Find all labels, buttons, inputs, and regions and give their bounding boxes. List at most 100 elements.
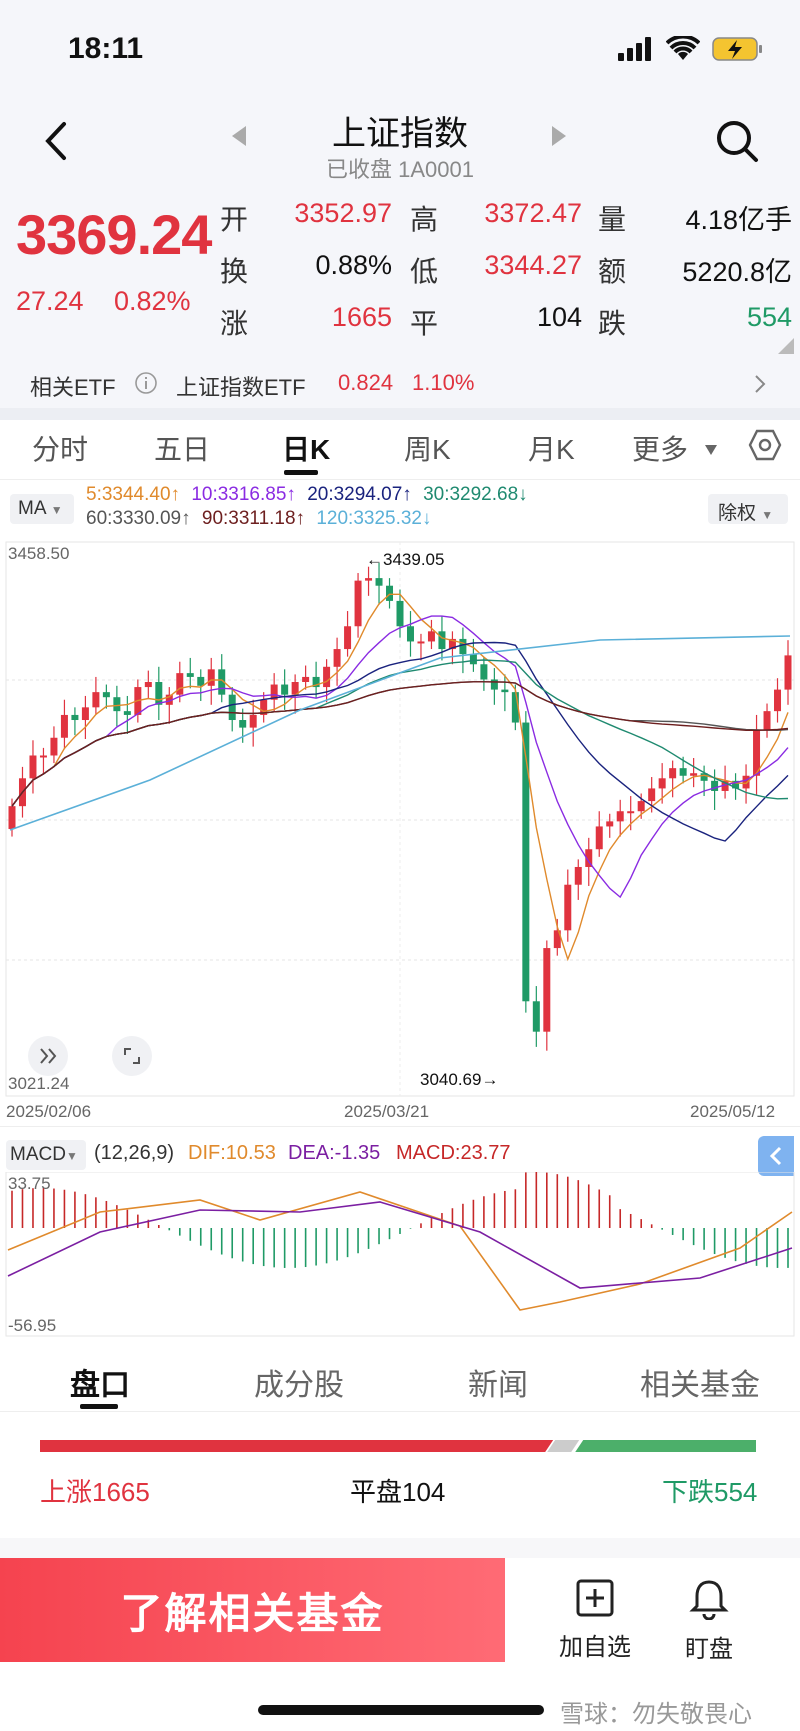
collapse-panel-button[interactable] — [758, 1136, 794, 1176]
back-icon[interactable] — [36, 116, 76, 166]
ma-selector[interactable]: MA ▼ — [10, 494, 74, 524]
date-start: 2025/02/06 — [6, 1102, 92, 1121]
high-value: 3372.47 — [484, 198, 582, 228]
chart-settings-icon[interactable] — [748, 428, 782, 462]
macd-dif: DIF:10.53 — [188, 1142, 276, 1164]
candle-body — [564, 884, 572, 931]
add-watchlist-button[interactable]: 加自选 — [550, 1578, 640, 1662]
candle-body — [239, 720, 247, 728]
status-bar: 18:11 — [0, 0, 800, 100]
candle-body — [427, 631, 435, 642]
tab-weekly-k[interactable]: 周K — [404, 434, 451, 465]
related-etf-row[interactable]: 相关ETF 上证指数ETF 0.824 1.10% — [0, 358, 800, 408]
macd-selector-label: MACD — [10, 1144, 66, 1165]
learn-funds-button[interactable]: 了解相关基金 — [0, 1558, 505, 1662]
tab-order-book[interactable]: 盘口 — [70, 1369, 130, 1402]
volume-label: 量 — [598, 204, 627, 235]
adjust-selector[interactable]: 除权 ▼ — [708, 494, 788, 524]
ma90-value: 90:3311.18↑ — [201, 508, 306, 529]
tab-constituents[interactable]: 成分股 — [254, 1369, 344, 1402]
tab-intraday[interactable]: 分时 — [32, 434, 89, 465]
double-chevron-right-icon — [40, 1048, 57, 1064]
signal-icon — [618, 37, 651, 61]
price-change-pct: 0.82% — [114, 286, 191, 316]
macd-lines — [7, 1191, 793, 1311]
market-breadth: 上涨1665 平盘104 下跌554 — [0, 1412, 800, 1532]
detail-tabs: 盘口 成分股 新闻 相关基金 — [0, 1348, 800, 1412]
corner-fold-icon — [778, 338, 794, 354]
period-tabs: 分时 五日 日K 周K 月K 更多 — [0, 420, 800, 480]
tab-daily-k[interactable]: 日K — [282, 434, 331, 465]
open-label: 开 — [220, 204, 249, 235]
low-label: 低 — [410, 256, 439, 287]
caret-down-icon[interactable] — [704, 444, 718, 456]
candle-body — [553, 930, 561, 949]
action-bar: 了解相关基金 加自选 盯盘 雪球：勿失敬畏心 — [0, 1558, 800, 1731]
amount-value: 5220.8亿 — [682, 257, 792, 287]
ma-row-1: 5:3344.40↑ 10:3316.85↑ 20:3294.07↑ 30:32… — [86, 484, 534, 506]
dea-line — [7, 1201, 793, 1289]
battery-charging-icon — [712, 37, 762, 61]
candle-body — [333, 649, 341, 667]
candle-body — [165, 694, 173, 705]
candle-body — [207, 669, 215, 686]
bell-icon — [689, 1580, 729, 1621]
price-change: 27.24 — [16, 286, 84, 316]
tab-related-funds[interactable]: 相关基金 — [640, 1369, 760, 1402]
info-icon[interactable] — [134, 371, 158, 395]
add-square-icon — [576, 1579, 614, 1617]
macd-chart[interactable]: 33.75 -56.95 — [0, 1171, 800, 1338]
candle-body — [39, 755, 47, 758]
etf-price: 0.824 — [338, 370, 394, 395]
candle-body — [690, 773, 698, 776]
macd-selector[interactable]: MACD▼ — [6, 1140, 86, 1170]
volume-value: 4.18亿手 — [685, 205, 792, 235]
candle-body — [585, 849, 593, 867]
candle-body — [480, 664, 488, 680]
candle-body — [438, 631, 446, 650]
tab-five-day[interactable]: 五日 — [154, 434, 211, 465]
prev-index-icon[interactable] — [232, 126, 246, 146]
search-icon[interactable] — [712, 116, 762, 166]
expand-button[interactable] — [28, 1036, 68, 1076]
candle-body — [532, 1001, 540, 1032]
candle-body — [71, 714, 79, 721]
caret-down-icon: ▼ — [761, 508, 774, 522]
ma30-value: 30:3292.68↓ — [423, 484, 528, 505]
y-axis-bottom: 3021.24 — [8, 1074, 70, 1093]
ma5-value: 5:3344.40↑ — [86, 484, 181, 505]
y-axis-top: 3458.50 — [8, 544, 70, 563]
candle-body — [249, 714, 257, 728]
tab-monthly-k[interactable]: 月K — [528, 434, 575, 465]
candle-body — [155, 682, 163, 705]
ma10-line — [11, 615, 789, 899]
candle-body — [669, 768, 677, 779]
candle-body — [595, 826, 603, 850]
kline-svg — [5, 541, 795, 1097]
turnover-label: 换 — [220, 256, 249, 287]
breadth-down: 下跌554 — [662, 1477, 758, 1507]
candle-body — [711, 780, 719, 791]
active-tab-indicator — [284, 470, 318, 475]
up-label: 涨 — [220, 308, 249, 339]
macd-histogram — [11, 1172, 789, 1268]
tab-more[interactable]: 更多 — [632, 434, 689, 465]
fullscreen-button[interactable] — [112, 1036, 152, 1076]
breadth-up-segment — [40, 1440, 554, 1452]
candle-body — [144, 682, 152, 688]
tab-news[interactable]: 新闻 — [468, 1369, 528, 1402]
kline-chart[interactable]: 3458.50 3021.24 ←3439.05 3040.69→ — [0, 540, 800, 1100]
nav-bar: 上证指数 已收盘 1A0001 — [0, 100, 800, 188]
candle-body — [197, 676, 205, 686]
adjust-label: 除权 — [718, 503, 757, 524]
status-time: 18:11 — [68, 32, 144, 65]
candle-body — [417, 641, 425, 644]
macd-y-top: 33.75 — [8, 1174, 51, 1193]
monitor-button[interactable]: 盯盘 — [664, 1578, 754, 1664]
candle-body — [616, 811, 624, 822]
etf-name[interactable]: 上证指数ETF — [176, 375, 306, 400]
next-index-icon[interactable] — [552, 126, 566, 146]
chevron-right-icon[interactable] — [752, 374, 768, 394]
current-price: 3369.24 — [16, 203, 212, 266]
etf-pct: 1.10% — [412, 370, 475, 395]
